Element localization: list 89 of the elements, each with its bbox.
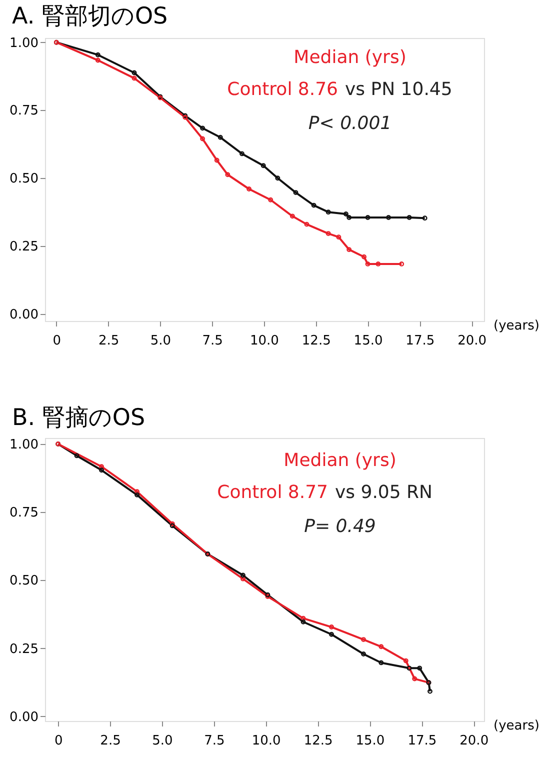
point [132, 76, 137, 81]
annotation: vs PN 10.45 [345, 79, 452, 100]
point [346, 247, 352, 252]
x-tick-label: 0 [52, 334, 62, 348]
x-tick-label: 15.0 [356, 734, 385, 748]
x-tick-label: 7.5 [204, 734, 225, 748]
point [214, 158, 220, 163]
x-tick-label: 7.5 [202, 334, 223, 348]
point [376, 262, 381, 266]
y-tick-label: 0.50 [10, 172, 38, 187]
point [403, 658, 408, 664]
point [134, 489, 140, 494]
x-tick-label: 17.5 [408, 734, 437, 748]
point [134, 492, 140, 498]
x-tick-label: 2.5 [100, 734, 121, 748]
point [240, 576, 246, 582]
x-tick-label: 12.5 [302, 334, 331, 348]
annotation: Median (yrs) [284, 450, 396, 471]
annotation: vs 9.05 RN [335, 482, 433, 503]
annotation: Control 8.77 [217, 482, 328, 503]
point [304, 222, 310, 227]
y-tick-label: 0.75 [10, 104, 38, 119]
point [361, 637, 366, 642]
annotation: P= 0.49 [304, 516, 376, 537]
point [417, 666, 422, 671]
x-tick-label: 10.0 [250, 334, 279, 348]
point [95, 58, 100, 63]
chart-title: B. 腎摘のOS [12, 404, 146, 431]
x-tick-label: 15.0 [354, 334, 383, 348]
x-axis-title: (years) [494, 318, 540, 334]
point [329, 624, 334, 630]
x-tick-label: 20.0 [460, 734, 489, 748]
y-tick-label: 1.00 [10, 36, 38, 51]
y-tick-label: 1.00 [10, 437, 38, 452]
annotation: Median (yrs) [294, 47, 406, 68]
x-tick-label: 2.5 [98, 334, 120, 348]
point [260, 163, 266, 168]
y-tick-label: 0.25 [10, 642, 38, 657]
point [240, 572, 246, 578]
point [412, 676, 418, 682]
point [246, 186, 252, 192]
point [365, 215, 370, 220]
point [344, 212, 348, 216]
point [362, 254, 366, 260]
point [326, 231, 331, 236]
y-tick-label: 0.00 [10, 307, 38, 322]
point [378, 644, 384, 650]
x-tick-label: 12.5 [304, 734, 333, 748]
point [311, 202, 316, 208]
y-tick-label: 0.50 [10, 574, 38, 589]
x-tick-label: 17.5 [406, 334, 435, 348]
point [240, 151, 244, 156]
point [99, 468, 104, 473]
point [225, 172, 230, 178]
y-tick-label: 0.75 [10, 506, 38, 521]
point [275, 176, 280, 181]
y-tick-label: 0.25 [10, 240, 38, 255]
point [386, 215, 391, 220]
point [406, 215, 412, 220]
point [300, 619, 306, 624]
chart-title: A. 腎部切のOS [12, 3, 168, 30]
point [268, 197, 274, 202]
x-tick-label: 5.0 [152, 734, 173, 748]
point [326, 210, 331, 215]
point [99, 464, 104, 470]
annotation: Control 8.76 [227, 79, 338, 100]
point [406, 666, 412, 671]
point [336, 234, 342, 240]
x-axis-title: (years) [494, 718, 540, 734]
point [95, 52, 100, 58]
y-tick-label: 0.00 [10, 710, 38, 725]
point [293, 190, 298, 196]
point [300, 616, 306, 621]
point [365, 262, 370, 266]
point [378, 660, 384, 666]
point [346, 215, 352, 220]
x-tick-label: 0 [54, 734, 63, 748]
x-tick-label: 20.0 [458, 334, 487, 348]
point [132, 70, 137, 76]
x-tick-label: 10.0 [252, 734, 281, 748]
point [329, 632, 334, 637]
x-tick-label: 5.0 [150, 334, 172, 348]
point [218, 134, 223, 140]
point [200, 136, 206, 142]
annotation: P< 0.001 [308, 113, 392, 134]
point [290, 214, 295, 219]
point [361, 652, 366, 656]
point [74, 453, 80, 458]
point [200, 126, 206, 131]
